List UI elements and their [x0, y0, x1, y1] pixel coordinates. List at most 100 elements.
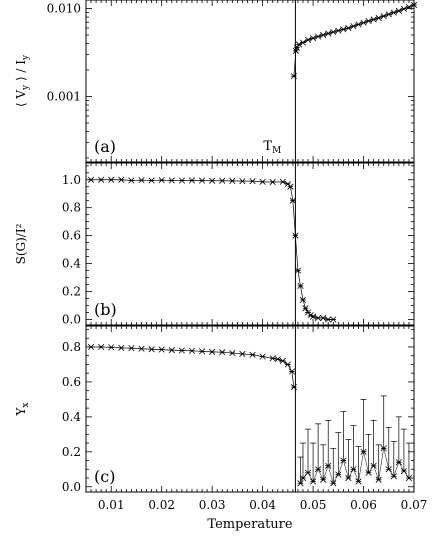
- data-point: [340, 26, 347, 33]
- x-axis-ticks: [85, 0, 415, 162]
- panel-label: (c): [94, 467, 115, 486]
- data-point: [178, 177, 185, 184]
- data-point: [365, 17, 372, 25]
- data-point: [158, 177, 165, 184]
- data-point: [219, 177, 226, 184]
- y-tick-label: 0.4: [62, 257, 81, 271]
- data-point: [209, 348, 216, 355]
- y-tick-label: 0.6: [62, 229, 81, 243]
- annotation-part: M: [272, 146, 281, 156]
- y-tick-label: 0.001: [47, 89, 81, 103]
- data-point: [284, 361, 291, 368]
- data-point: [315, 33, 322, 40]
- data-point: [293, 44, 301, 51]
- data-point: [87, 343, 95, 351]
- data-point: [249, 351, 256, 358]
- data-point: [128, 345, 135, 352]
- y-tick-label: 0.6: [62, 375, 81, 389]
- data-point: [345, 24, 352, 32]
- data-point: [385, 11, 392, 18]
- data-point: [330, 316, 337, 323]
- data-point: [320, 31, 327, 39]
- data-point: [287, 183, 294, 190]
- x-tick-label: 0.05: [300, 498, 327, 512]
- data-point: [292, 47, 300, 54]
- y-tick-label: 0.2: [62, 445, 81, 459]
- data-point: [229, 177, 236, 184]
- data-point: [360, 19, 367, 26]
- data-point: [315, 314, 322, 322]
- data-point: [259, 353, 266, 360]
- data-point: [304, 36, 312, 43]
- data-point: [330, 28, 337, 36]
- data-point: [380, 13, 387, 20]
- data-point: [198, 177, 206, 184]
- transition-annotation: TM: [263, 139, 281, 156]
- data-point: [294, 267, 302, 274]
- data-point: [269, 355, 276, 362]
- data-point: [239, 350, 246, 358]
- data-point: [148, 346, 155, 353]
- data-point: [370, 16, 377, 23]
- data-point: [279, 357, 286, 365]
- series-line: [300, 448, 410, 484]
- y-axis-label-part: y: [21, 84, 31, 91]
- data-point: [269, 178, 276, 186]
- data-point: [168, 177, 175, 184]
- data-point: [168, 347, 175, 354]
- data-point: [320, 314, 327, 322]
- y-tick-label: 0.0: [62, 480, 81, 494]
- data-point: [325, 30, 332, 37]
- data-point: [188, 347, 196, 354]
- data-point: [325, 316, 332, 323]
- series-0: [290, 1, 418, 80]
- data-point: [309, 35, 317, 42]
- series-line: [91, 179, 334, 320]
- data-point: [87, 176, 95, 183]
- data-point: [410, 1, 418, 8]
- y-axis-label: ⟨ Vy ⟩ / Iy: [14, 54, 31, 107]
- data-point: [98, 343, 105, 351]
- data-point: [158, 346, 165, 353]
- data-point: [259, 178, 266, 185]
- y-tick-label: 0.8: [62, 201, 81, 215]
- x-axis-ticks: 0.01 0.02 0.03 0.04 0.05 0.06 0.07: [85, 326, 428, 512]
- series-line: [293, 4, 415, 77]
- x-tick-label: 0.07: [401, 498, 428, 512]
- data-point: [148, 177, 155, 184]
- annotation-part: T: [263, 139, 272, 154]
- series-line: [91, 346, 295, 388]
- data-point: [395, 7, 402, 14]
- panel-c: 0.01 0.02 0.03 0.04 0.05 0.06 0.07 0.0 0.2 0.4 0.6…: [14, 325, 428, 532]
- x-tick-label: 0.02: [148, 498, 175, 512]
- data-point: [229, 350, 236, 357]
- panel-b: 0.0 0.2 0.4 0.6 0.8 1.0 S(G)/I² (b): [14, 162, 415, 326]
- data-point: [118, 344, 125, 351]
- y-tick-label: 0.0: [62, 312, 81, 326]
- data-point: [309, 313, 317, 320]
- data-point: [98, 176, 105, 183]
- data-point: [288, 368, 295, 375]
- series-0: [87, 343, 297, 391]
- data-point: [118, 176, 125, 183]
- data-point: [335, 27, 342, 34]
- x-tick-label: 0.01: [98, 498, 125, 512]
- data-point: [209, 177, 216, 184]
- data-point: [138, 177, 145, 184]
- data-point: [292, 232, 299, 239]
- data-point: [219, 349, 226, 356]
- y-tick-label: 0.4: [62, 410, 81, 424]
- y-tick-label: 0.8: [62, 340, 81, 354]
- panel-frame: [85, 162, 415, 326]
- panel-frame: [85, 325, 415, 493]
- x-tick-label: 0.04: [249, 498, 276, 512]
- y-axis-label-part: ⟩ / I: [14, 60, 28, 85]
- x-axis-label: Temperature: [207, 517, 292, 532]
- data-point: [138, 345, 145, 352]
- data-point: [350, 23, 357, 30]
- y-axis-label-part: Υ: [14, 407, 28, 417]
- y-axis-ticks: 0.0 0.2 0.4 0.6 0.8: [62, 329, 414, 494]
- series-1: [297, 395, 413, 487]
- series-0: [87, 176, 337, 323]
